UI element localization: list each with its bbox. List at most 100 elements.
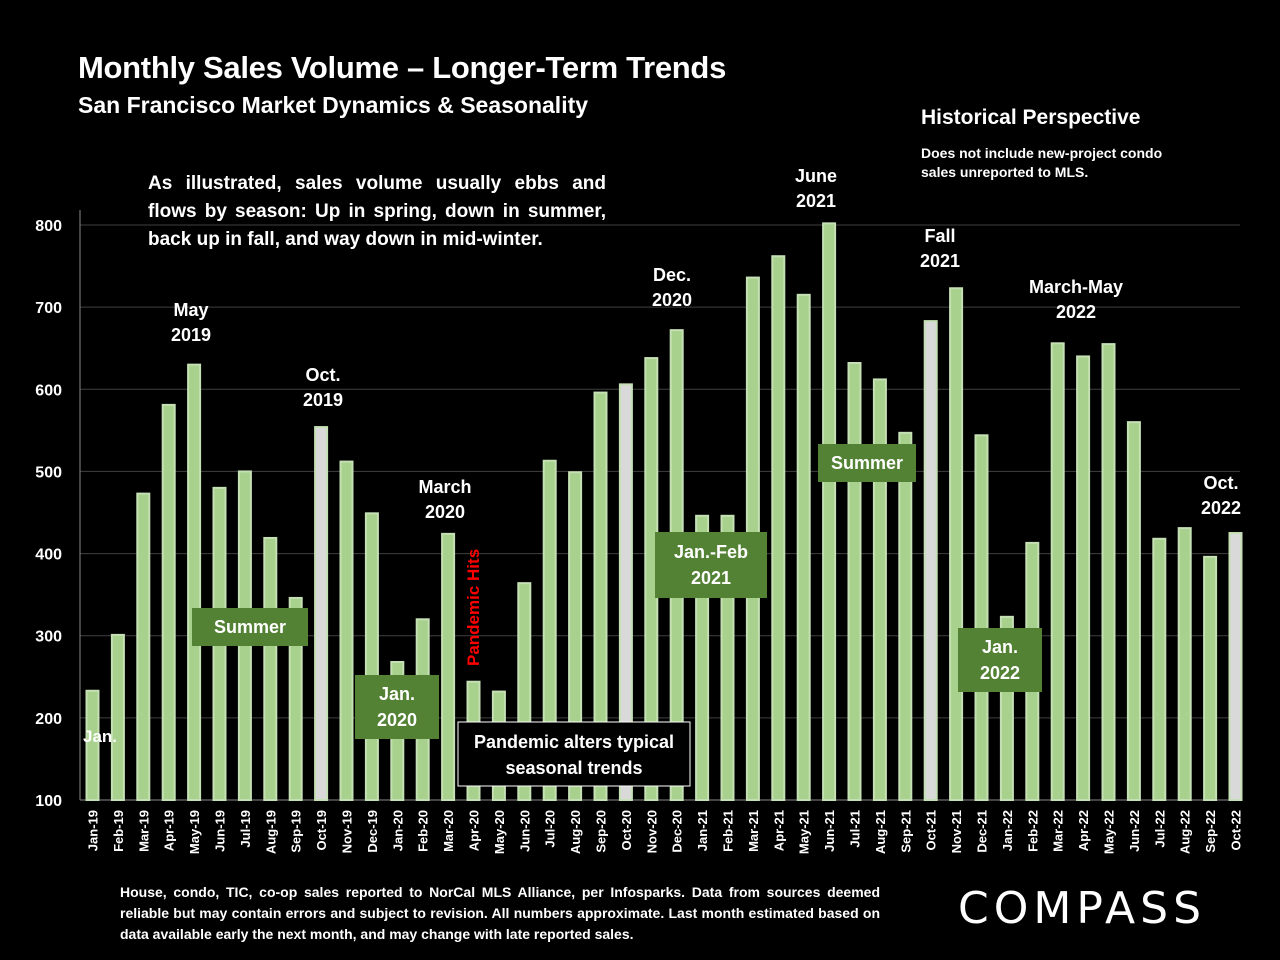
x-tick-label: Jul-20: [543, 810, 558, 848]
annotation-jan-2022-box: [958, 628, 1042, 692]
sales-volume-chart: 100 200 300 400 500 600 700 800 Jan-19 Feb-19 Mar-…: [35, 166, 1244, 854]
x-tick-label: Mar-21: [746, 810, 761, 852]
x-tick-label: May-21: [797, 810, 812, 854]
x-tick-label: Dec-19: [365, 810, 380, 853]
annotation-pandemic-alters-box: [457, 721, 691, 787]
y-tick-label: 100: [35, 793, 62, 810]
x-tick-label: Mar-22: [1051, 810, 1066, 852]
x-tick-label: May-22: [1102, 810, 1117, 854]
bar-aug-19: [263, 536, 278, 801]
chart-subtitle: San Francisco Market Dynamics & Seasonal…: [78, 92, 589, 118]
x-tick-label: Feb-22: [1025, 810, 1040, 852]
x-tick-label: Apr-20: [467, 810, 482, 851]
bar-aug-21: [872, 378, 887, 801]
annotation-summer-2021-box: [818, 444, 916, 482]
bar-dec-21: [974, 434, 989, 801]
y-tick-label: 200: [35, 711, 62, 728]
x-tick-label: Aug-21: [873, 810, 888, 854]
chart-title: Monthly Sales Volume – Longer-Term Trend…: [78, 50, 727, 85]
bar-jun-21: [822, 222, 837, 802]
x-tick-label: Oct-19: [314, 810, 329, 850]
annotation-summer-2021: Summer: [831, 453, 903, 473]
bar-dec-19: [364, 512, 379, 801]
bar-oct-22: [1228, 532, 1243, 801]
bar-aug-20: [568, 471, 583, 801]
x-tick-label: Sep-22: [1203, 810, 1218, 853]
x-tick-label: May-19: [187, 810, 202, 854]
x-tick-label: Feb-20: [416, 810, 431, 852]
bar-oct-19: [314, 426, 329, 801]
y-tick-label: 500: [35, 464, 62, 481]
x-tick-label: Aug-19: [263, 810, 278, 854]
annotation-jan-feb-2021-box: [655, 532, 767, 598]
bar-jan-19: [85, 689, 100, 801]
bar-apr-21: [771, 255, 786, 801]
bar-may-22: [1101, 343, 1116, 801]
x-tick-label: May-20: [492, 810, 507, 854]
annotation-jan-2019: Jan.: [83, 727, 117, 746]
annotation-jan-2020-box: [355, 675, 439, 739]
annotation-march-may-2022: March-May 2022: [1029, 277, 1123, 322]
bar-sep-20: [593, 391, 608, 801]
x-tick-label: Jun-22: [1127, 810, 1142, 852]
y-tick-label: 700: [35, 300, 62, 317]
bar-mar-20: [441, 532, 456, 801]
x-tick-label: Jun-19: [213, 810, 228, 852]
bar-nov-19: [339, 460, 354, 801]
x-tick-label: Oct-20: [619, 810, 634, 850]
bar-nov-21: [949, 287, 964, 801]
x-tick-label: Nov-20: [644, 810, 659, 853]
x-tick-label: Jan-21: [695, 810, 710, 851]
x-tick-label: Aug-20: [568, 810, 583, 854]
annotation-dec-2020: Dec. 2020: [652, 265, 692, 310]
x-tick-label: Aug-22: [1178, 810, 1193, 854]
x-tick-label: Jul-19: [238, 810, 253, 848]
x-tick-label: Feb-21: [721, 810, 736, 852]
y-tick-label: 400: [35, 547, 62, 564]
x-tick-label: Apr-22: [1076, 810, 1091, 851]
annotation-fall-2021: Fall 2021: [920, 226, 960, 271]
bar-oct-20: [618, 383, 633, 801]
annotation-oct-2019: Oct. 2019: [303, 365, 343, 410]
x-tick-label: Mar-19: [136, 810, 151, 852]
bar-jul-21: [847, 362, 862, 801]
x-tick-label: Nov-21: [949, 810, 964, 853]
bar-apr-19: [161, 403, 176, 801]
x-tick-label: Apr-19: [162, 810, 177, 851]
x-tick-label: Oct-22: [1229, 810, 1244, 850]
compass-logo: COMPASS: [958, 883, 1206, 934]
y-tick-label: 300: [35, 629, 62, 646]
x-tick-label: Oct-21: [924, 810, 939, 850]
annotation-summer-2019: Summer: [214, 617, 286, 637]
annotation-pandemic-hits: Pandemic Hits: [464, 549, 483, 666]
data-source-footnote: House, condo, TIC, co-op sales reported …: [120, 884, 880, 942]
historical-perspective-title: Historical Perspective: [921, 106, 1141, 129]
seasonality-explanation: As illustrated, sales volume usually ebb…: [148, 173, 606, 250]
x-tick-label: Jul-21: [848, 810, 863, 848]
x-tick-label: Mar-20: [441, 810, 456, 852]
annotation-june-2021: June 2021: [795, 166, 837, 211]
bar-may-21: [796, 293, 811, 801]
x-tick-label: Sep-19: [289, 810, 304, 853]
bar-jul-20: [542, 459, 557, 801]
x-tick-label: Jul-22: [1152, 810, 1167, 848]
bar-sep-22: [1203, 555, 1218, 801]
bar-mar-19: [136, 492, 151, 801]
x-tick-label: Sep-20: [594, 810, 609, 853]
annotation-jan-feb-2021: Jan.-Feb 2021: [674, 542, 748, 588]
x-tick-label: Nov-19: [340, 810, 355, 853]
bar-jun-22: [1126, 421, 1141, 801]
annotation-oct-2022: Oct. 2022: [1201, 473, 1241, 518]
annotation-may-2019: May 2019: [171, 300, 211, 345]
x-tick-label: Dec-21: [975, 810, 990, 853]
bar-aug-22: [1177, 527, 1192, 801]
x-tick-label: Jun-20: [517, 810, 532, 852]
x-tick-label: Dec-20: [670, 810, 685, 853]
bar-sep-21: [898, 431, 913, 801]
bar-feb-19: [110, 633, 125, 802]
bar-jul-22: [1152, 537, 1167, 801]
annotation-summer-2019-box: [192, 608, 308, 646]
bar-oct-21: [923, 320, 938, 801]
x-tick-label: Feb-19: [111, 810, 126, 852]
annotation-pandemic-alters: Pandemic alters typical seasonal trends: [474, 732, 674, 778]
